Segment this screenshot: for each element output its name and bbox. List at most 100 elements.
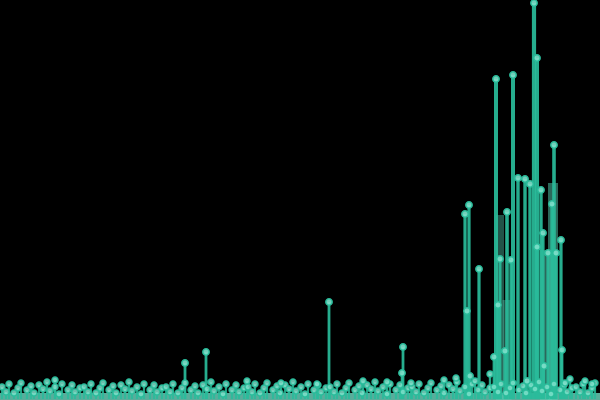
stem-marker bbox=[440, 389, 448, 397]
stem-marker bbox=[440, 376, 448, 384]
stem-marker bbox=[540, 362, 548, 370]
stem-marker bbox=[572, 383, 580, 391]
stem-marker bbox=[43, 378, 51, 386]
stem-marker bbox=[588, 380, 596, 388]
stem-marker bbox=[310, 386, 318, 394]
stem-marker bbox=[71, 388, 79, 396]
stem-marker bbox=[465, 201, 473, 209]
stem-marker bbox=[317, 388, 325, 396]
stem-marker bbox=[289, 378, 297, 386]
stem-marker bbox=[194, 389, 202, 397]
stem-marker bbox=[523, 377, 531, 385]
stem-marker bbox=[530, 0, 538, 7]
stem-marker bbox=[507, 256, 515, 264]
stem-marker bbox=[379, 383, 387, 391]
stem-marker bbox=[17, 379, 25, 387]
stem-marker bbox=[51, 376, 59, 384]
stem-marker bbox=[2, 388, 10, 396]
stem-marker bbox=[496, 255, 504, 263]
stem-marker bbox=[501, 347, 509, 355]
stem-marker bbox=[548, 200, 556, 208]
stem-marker bbox=[461, 210, 469, 218]
stem-marker bbox=[68, 381, 76, 389]
stem-marker bbox=[535, 378, 543, 386]
stem-marker bbox=[374, 387, 382, 395]
stem-marker bbox=[486, 370, 494, 378]
stem-marker bbox=[526, 180, 534, 188]
stem-marker bbox=[181, 359, 189, 367]
stem-marker bbox=[301, 390, 309, 398]
stem-marker bbox=[5, 380, 13, 388]
stem-marker bbox=[166, 388, 174, 396]
stem-marker bbox=[550, 141, 558, 149]
stem-marker bbox=[355, 382, 363, 390]
stem-marker bbox=[465, 390, 473, 398]
stem-marker bbox=[481, 388, 489, 396]
stem-marker bbox=[285, 385, 293, 393]
stem-marker bbox=[112, 389, 120, 397]
stem-marker bbox=[539, 229, 547, 237]
stem-marker bbox=[338, 389, 346, 397]
stem-marker bbox=[133, 383, 141, 391]
stem-marker bbox=[109, 382, 117, 390]
stem-marker bbox=[39, 385, 47, 393]
stem-marker bbox=[503, 208, 511, 216]
stem-marker bbox=[51, 383, 59, 391]
stem-marker bbox=[522, 389, 530, 397]
stem-marker bbox=[121, 385, 129, 393]
stem-marker bbox=[84, 388, 92, 396]
stem-marker bbox=[519, 382, 527, 390]
stem-marker bbox=[358, 389, 366, 397]
stem-marker bbox=[222, 380, 230, 388]
stem-marker bbox=[292, 387, 300, 395]
stem-marker bbox=[456, 387, 464, 395]
stem-marker bbox=[509, 379, 517, 387]
stem-marker bbox=[263, 379, 271, 387]
stem-marker bbox=[533, 243, 541, 251]
stem-marker bbox=[547, 390, 555, 398]
stem-marker bbox=[544, 249, 552, 257]
stem-marker bbox=[392, 386, 400, 394]
stem-marker bbox=[415, 380, 423, 388]
stem-marker bbox=[202, 348, 210, 356]
stem-marker bbox=[46, 387, 54, 395]
stem-marker bbox=[437, 382, 445, 390]
stem-marker bbox=[150, 381, 158, 389]
stem-marker bbox=[140, 380, 148, 388]
stem-marker bbox=[243, 377, 251, 385]
stem-marker bbox=[537, 186, 545, 194]
stem-marker bbox=[561, 379, 569, 387]
stem-marker bbox=[181, 379, 189, 387]
stem-marker bbox=[494, 301, 502, 309]
stem-marker bbox=[474, 386, 482, 394]
stem-marker bbox=[576, 388, 584, 396]
stem-marker bbox=[478, 381, 486, 389]
stem-marker bbox=[235, 388, 243, 396]
stem-marker bbox=[125, 378, 133, 386]
stem-marker bbox=[558, 346, 566, 354]
stem-marker bbox=[449, 385, 457, 393]
stem-marker bbox=[359, 377, 367, 385]
stem-marker bbox=[276, 389, 284, 397]
stem-marker bbox=[557, 236, 565, 244]
stem-marker bbox=[325, 298, 333, 306]
stem-marker bbox=[228, 386, 236, 394]
stem-marker bbox=[210, 387, 218, 395]
stem-marker bbox=[55, 390, 63, 398]
stem-marker bbox=[492, 75, 500, 83]
stem-marker bbox=[514, 174, 522, 182]
stem-marker bbox=[556, 386, 564, 394]
stem-marker bbox=[533, 54, 541, 62]
stem-marker bbox=[550, 380, 558, 388]
stem-marker bbox=[27, 382, 35, 390]
stem-marker bbox=[128, 387, 136, 395]
stem-marker bbox=[566, 375, 574, 383]
stem-marker bbox=[326, 383, 334, 391]
stem-marker bbox=[215, 383, 223, 391]
stem-marker bbox=[297, 383, 305, 391]
stem-marker bbox=[92, 389, 100, 397]
stem-marker bbox=[137, 390, 145, 398]
stem-marker bbox=[494, 388, 502, 396]
stem-marker bbox=[169, 380, 177, 388]
